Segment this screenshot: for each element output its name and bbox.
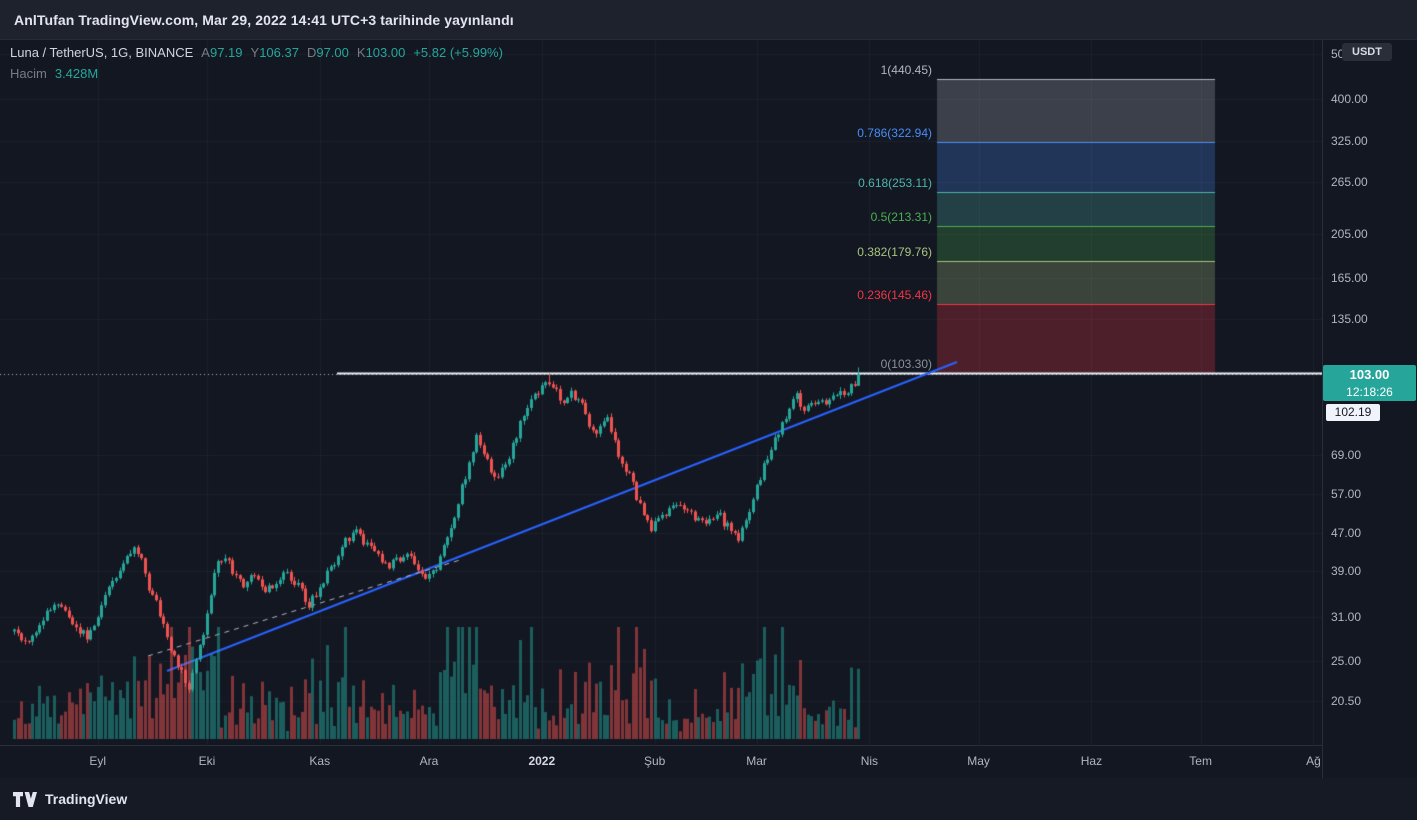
- footer-bar: TradingView: [0, 778, 1417, 820]
- price-change: +5.82 (+5.99%): [413, 45, 503, 60]
- countdown-timer: 12:18:26: [1346, 384, 1393, 399]
- price-tick: 47.00: [1331, 525, 1362, 540]
- fib-level-label[interactable]: 0.786(322.94): [857, 126, 932, 141]
- time-tick: Haz: [1080, 754, 1103, 768]
- fib-level-label[interactable]: 1(440.45): [880, 63, 932, 78]
- ohlc-key: D: [306, 45, 317, 60]
- chart-area: Luna / TetherUS, 1G, BINANCE A97.19 Y106.…: [0, 40, 1417, 778]
- last-price-value: 103.00: [1349, 366, 1390, 382]
- ohlc-key: A: [201, 45, 210, 60]
- ohlc-key: K: [356, 45, 366, 60]
- volume-value: 3.428M: [54, 66, 99, 81]
- fib-level-label[interactable]: 0(103.30): [880, 357, 932, 372]
- ohlc-values: A97.19 Y106.37 D97.00 K103.00 +5.82 (+5.99%): [193, 45, 503, 60]
- time-tick: Mar: [746, 754, 767, 768]
- price-tick: 25.00: [1331, 653, 1362, 668]
- volume-label: Hacim: [10, 66, 47, 81]
- price-tick: 69.00: [1331, 448, 1362, 463]
- last-price-badge: 103.00 12:18:26: [1323, 364, 1416, 401]
- time-axis[interactable]: Eyl Eki Kas Ara 2022 Şub Mar Nis May Haz Tem Ağ: [0, 745, 1322, 778]
- ohlc-value: 103.00: [365, 45, 406, 60]
- time-tick: Ağ: [1306, 754, 1321, 768]
- publish-bar: AnlTufan TradingView.com, Mar 29, 2022 1…: [0, 0, 1417, 40]
- price-tick: 31.00: [1331, 610, 1362, 625]
- price-tick: 20.50: [1331, 694, 1362, 709]
- price-tick: 165.00: [1331, 271, 1368, 286]
- fib-level-label[interactable]: 0.382(179.76): [857, 245, 932, 260]
- publish-text: AnlTufan TradingView.com, Mar 29, 2022 1…: [14, 11, 514, 28]
- tradingview-logo-icon: [13, 791, 37, 807]
- time-tick: 2022: [528, 754, 556, 768]
- time-tick: May: [967, 754, 990, 768]
- time-tick: Tem: [1189, 754, 1212, 768]
- time-tick: Nis: [860, 754, 879, 768]
- time-tick: Eyl: [89, 754, 107, 768]
- price-tick: 265.00: [1331, 175, 1368, 190]
- price-chart-canvas[interactable]: [0, 40, 1322, 745]
- time-tick: Eki: [198, 754, 216, 768]
- chart-legend: Luna / TetherUS, 1G, BINANCE A97.19 Y106.…: [10, 45, 503, 87]
- time-tick: Ara: [419, 754, 439, 768]
- price-tick: 205.00: [1331, 227, 1368, 242]
- price-tick: 400.00: [1331, 91, 1368, 106]
- tradingview-logo[interactable]: TradingView: [13, 791, 127, 807]
- price-tick: 135.00: [1331, 312, 1368, 327]
- currency-badge[interactable]: USDT: [1342, 43, 1392, 61]
- ohlc-value: 106.37: [259, 45, 299, 60]
- ohlc-value: 97.00: [316, 45, 349, 60]
- time-tick: Şub: [643, 754, 666, 768]
- tradingview-logo-text: TradingView: [45, 791, 128, 807]
- fib-level-label[interactable]: 0.5(213.31): [870, 210, 932, 225]
- fib-level-label[interactable]: 0.236(145.46): [857, 287, 932, 302]
- price-tick: 325.00: [1331, 134, 1368, 149]
- secondary-price-label: 102.19: [1326, 403, 1380, 421]
- price-tick: 39.00: [1331, 563, 1362, 578]
- ohlc-key: Y: [250, 45, 260, 60]
- symbol-title[interactable]: Luna / TetherUS, 1G, BINANCE: [10, 45, 194, 60]
- time-tick: Kas: [309, 754, 331, 768]
- ohlc-value: 97.19: [209, 45, 243, 60]
- price-tick: 57.00: [1331, 486, 1362, 501]
- fib-level-label[interactable]: 0.618(253.11): [858, 175, 932, 190]
